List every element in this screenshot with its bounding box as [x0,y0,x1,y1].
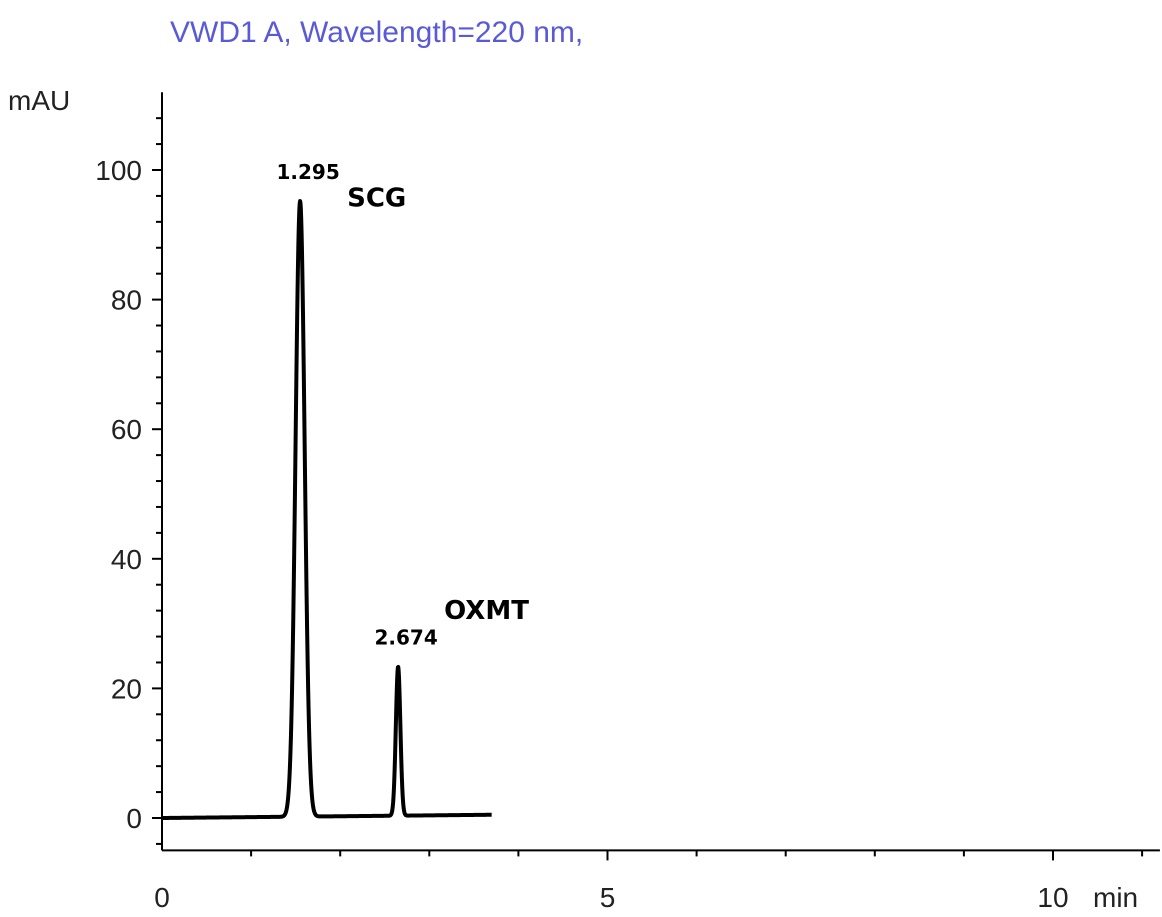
axes [161,92,1160,852]
chart-title: VWD1 A, Wavelength=220 nm, [170,16,583,49]
y-tick-label: 60 [111,414,142,445]
peak-name-label: SCG [347,183,406,213]
x-axis-unit-label: min [1093,882,1138,913]
y-tick-label: 20 [111,673,142,704]
peak-retention-time-label: 2.674 [374,626,437,650]
y-tick-label: 40 [111,544,142,575]
peak-name-label: OXMT [444,596,529,626]
y-tick-label: 100 [95,155,142,186]
ticks: 0 20 40 60 80 100 0 5 10 [95,117,1144,913]
y-axis-unit-label: mAU [8,85,70,116]
chromatogram-trace [160,199,494,820]
peak-labels: 1.295 2.674 SCG OXMT [276,160,529,650]
y-tick-label: 80 [111,285,142,316]
signal-trace [160,199,494,820]
peak-retention-time-label: 1.295 [276,160,339,184]
x-tick-label: 0 [154,882,170,913]
x-tick-label: 10 [1037,882,1068,913]
x-tick-label: 5 [600,882,616,913]
y-tick-label: 0 [126,803,142,834]
